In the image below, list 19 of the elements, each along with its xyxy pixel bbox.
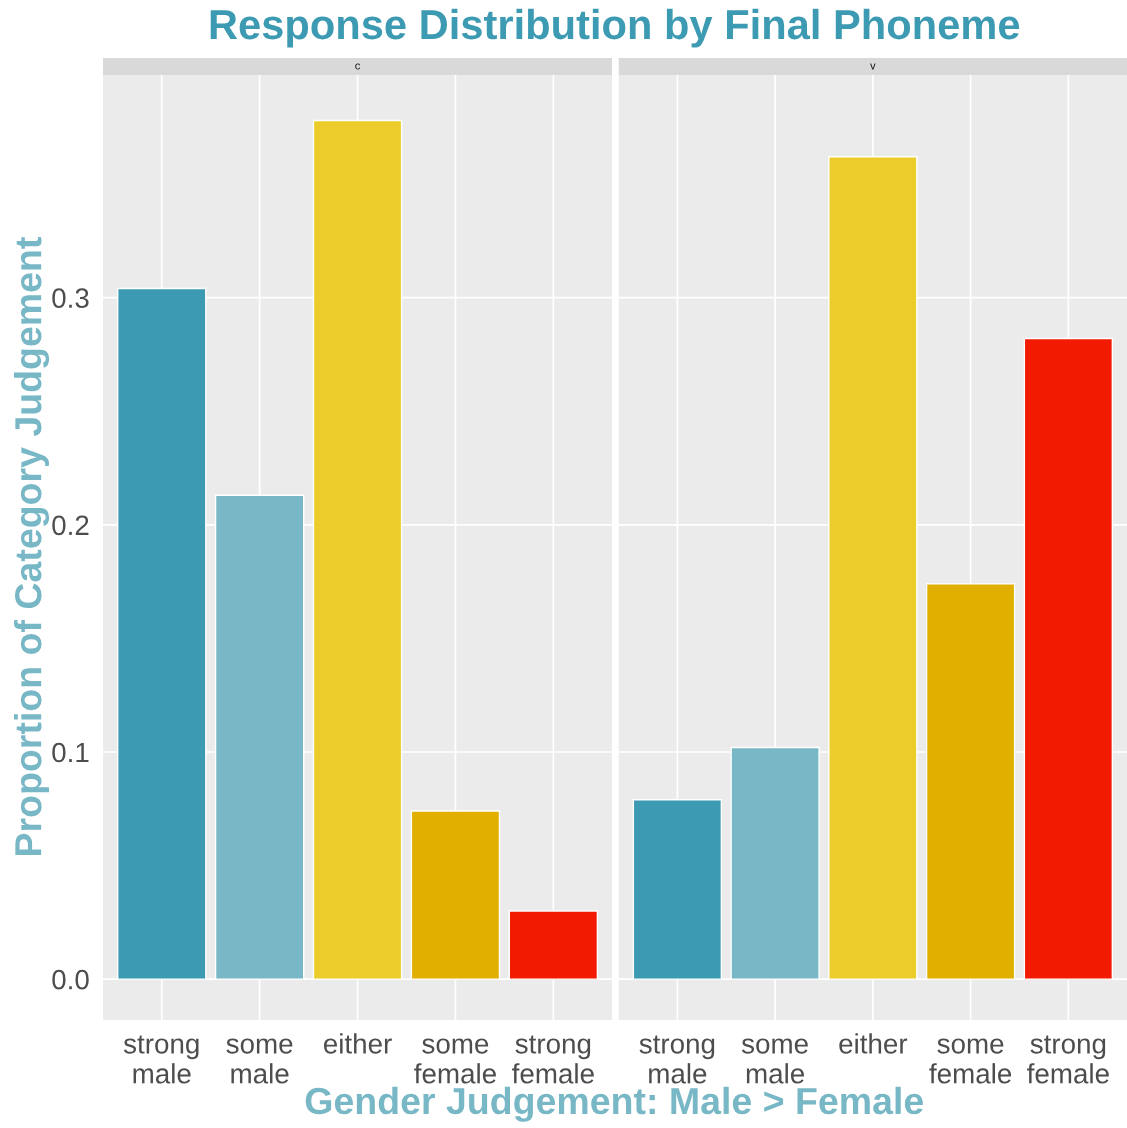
y-tick-label: 0.2 [52, 515, 89, 536]
x-tick-label: some female [929, 1038, 1012, 1084]
x-axis-title: Gender Judgement: Male > Female [305, 1086, 923, 1122]
x-tick-label: strong female [512, 1035, 594, 1084]
y-tick-label: 0.3 [52, 288, 89, 308]
x-tick-label: either [839, 1033, 908, 1054]
x-tick-label: either [323, 1033, 392, 1054]
x-tick-label: some male [741, 1038, 808, 1084]
chart-subtitle: v [870, 63, 876, 70]
y-tick-label: 0.1 [52, 742, 89, 763]
x-tick-label: some female [414, 1038, 496, 1084]
x-tick-label: some male [226, 1038, 293, 1084]
chart-subtitle: c [355, 63, 361, 70]
x-tick-label: strong female [1027, 1035, 1109, 1084]
y-tick-label: 0.0 [52, 969, 89, 990]
y-axis-title: Proportion of Category Judgement [14, 237, 50, 855]
x-tick-label: strong male [123, 1035, 199, 1084]
x-tick-label: strong male [639, 1035, 715, 1084]
chart-title: Response Distribution by Final Phoneme [210, 8, 1020, 48]
